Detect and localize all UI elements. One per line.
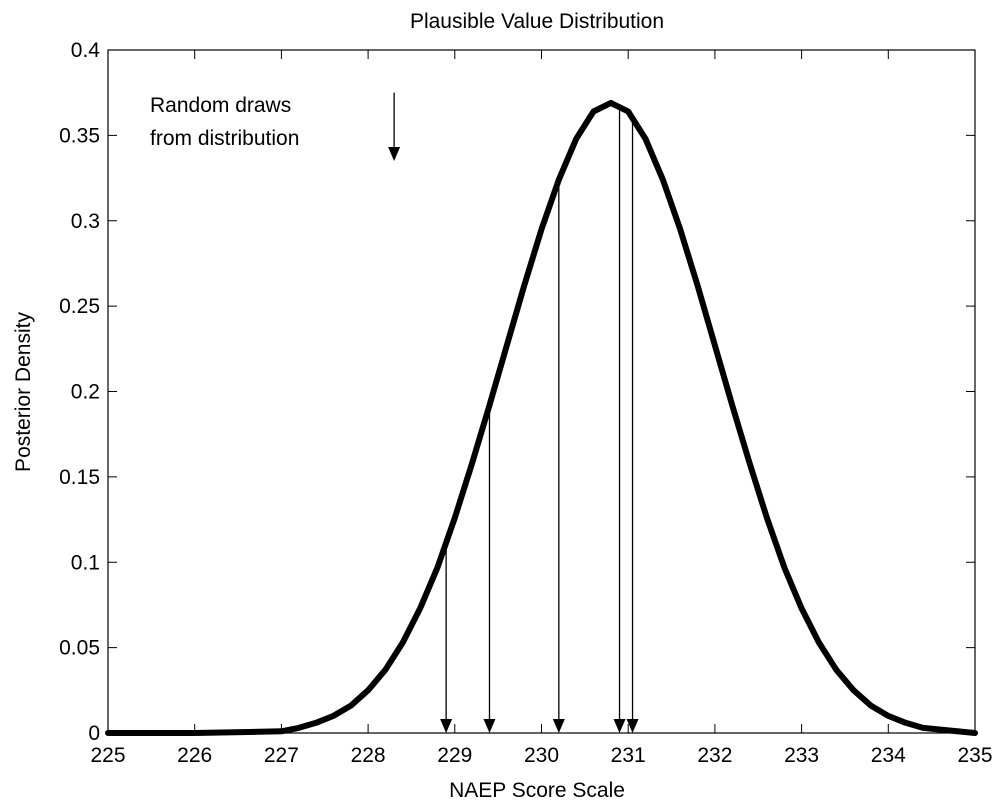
annotation-arrow-head	[388, 147, 400, 161]
x-axis-label: NAEP Score Scale	[449, 779, 625, 802]
x-tick-label: 235	[957, 744, 992, 767]
x-tick-label: 230	[524, 744, 559, 767]
y-tick-label: 0.2	[71, 381, 100, 404]
y-tick-label: 0	[88, 722, 100, 745]
y-tick-label: 0.15	[59, 466, 100, 489]
plot-frame	[108, 50, 975, 733]
annotation-line-2: from distribution	[150, 127, 299, 150]
y-tick-label: 0.05	[59, 637, 100, 660]
y-tick-label: 0.3	[71, 210, 100, 233]
y-tick-label: 0.1	[71, 551, 100, 574]
draw-arrow-head	[614, 719, 626, 733]
x-tick-label: 233	[784, 744, 819, 767]
x-tick-label: 229	[437, 744, 472, 767]
y-axis-label: Posterior Density	[12, 312, 35, 472]
y-tick-label: 0.4	[71, 39, 101, 62]
y-tick-label: 0.35	[59, 124, 100, 147]
x-tick-label: 226	[177, 744, 212, 767]
x-tick-label: 225	[90, 744, 125, 767]
y-tick-label: 0.25	[59, 295, 100, 318]
annotation-line-1: Random draws	[150, 94, 291, 117]
draw-arrow-head	[440, 719, 452, 733]
x-tick-label: 234	[871, 744, 906, 767]
density-curve	[108, 103, 975, 733]
x-tick-label: 232	[697, 744, 732, 767]
x-tick-label: 227	[264, 744, 299, 767]
x-tick-label: 231	[611, 744, 646, 767]
x-tick-label: 228	[351, 744, 386, 767]
draw-arrow-head	[483, 719, 495, 733]
draw-arrow-head	[553, 719, 565, 733]
chart-title: Plausible Value Distribution	[410, 10, 664, 33]
